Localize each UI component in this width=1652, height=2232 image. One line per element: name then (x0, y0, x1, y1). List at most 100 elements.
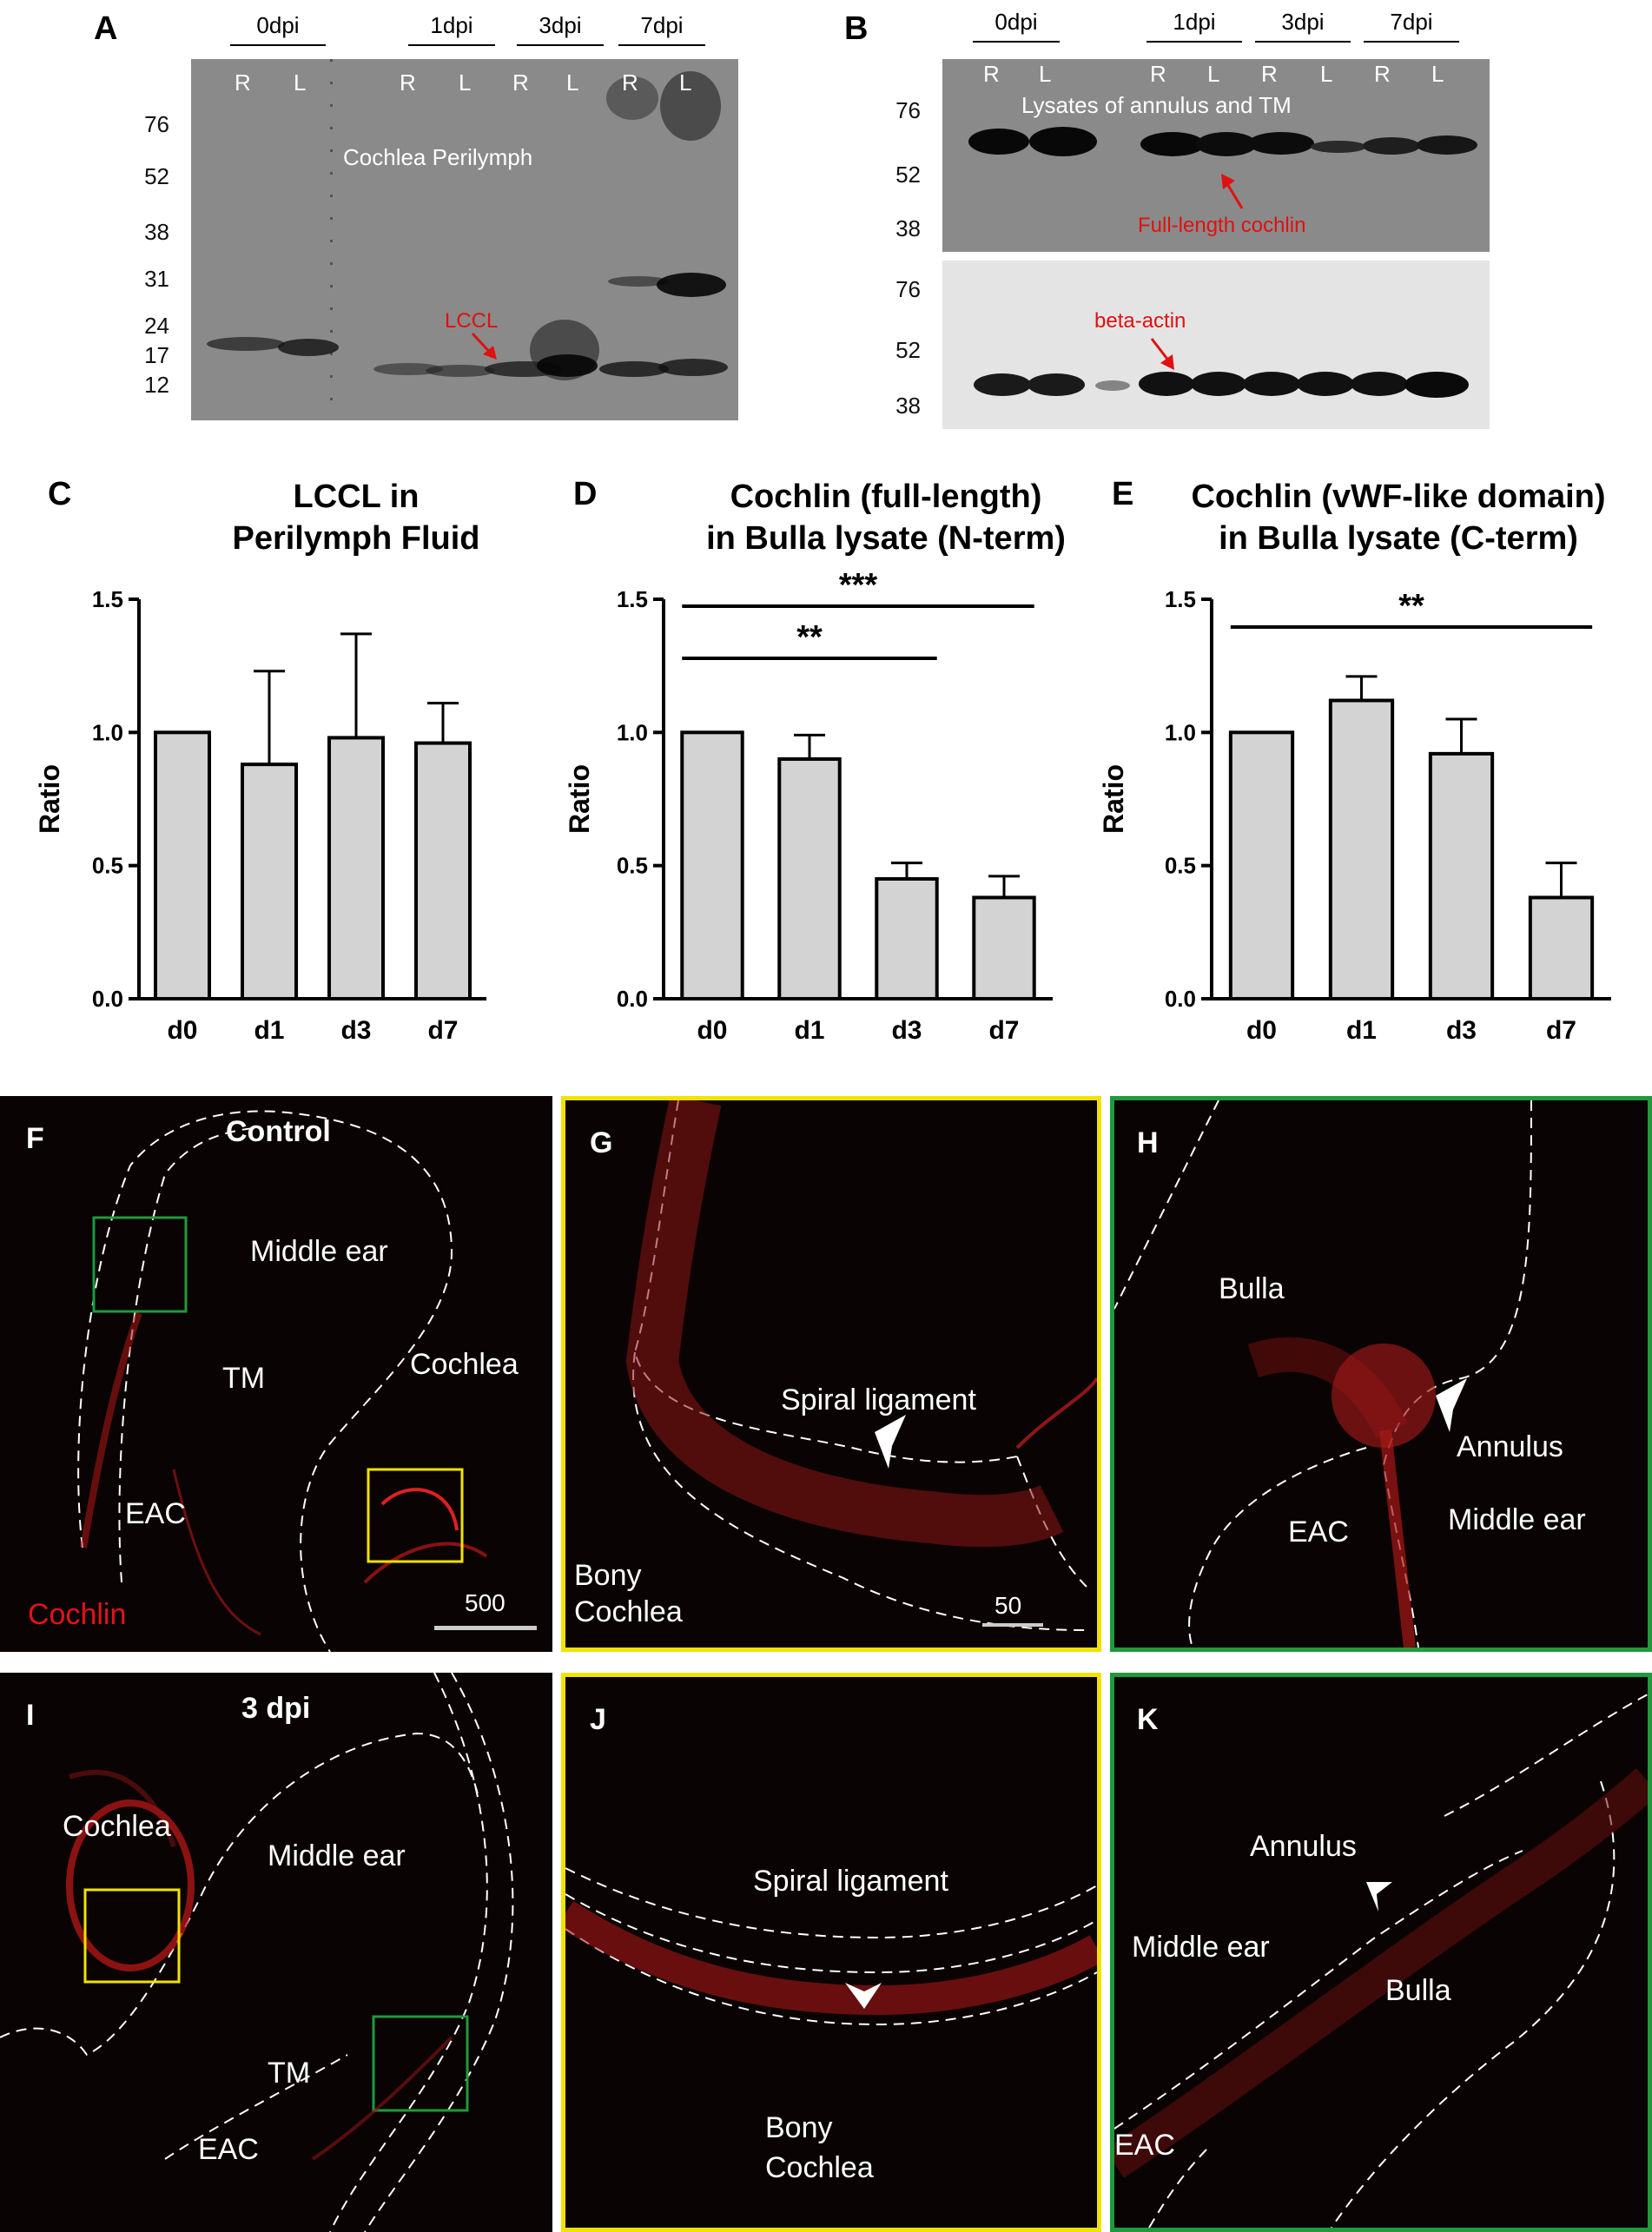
micrograph-j-label-cochlea: Cochlea (765, 2151, 874, 2184)
bar-d7 (972, 895, 1036, 1001)
blot-b-lane-r1: R (983, 61, 1000, 87)
blot-a-lane-l4: L (679, 69, 692, 96)
y-axis-label: Ratio (1099, 764, 1129, 834)
panel-label-e: E (1112, 476, 1134, 512)
chart-d-title-line1: Cochlin (full-length) (730, 479, 1042, 515)
significance-label: *** (839, 567, 878, 604)
y-tick-label: 1.0 (1165, 719, 1196, 745)
micrograph-h-label-middle-ear: Middle ear (1448, 1503, 1586, 1536)
blot-a-mw-24: 24 (144, 313, 169, 339)
chart-e-title: Cochlin (vWF-like domain) in Bulla lysat… (1151, 476, 1646, 559)
micrograph-f-scale-label: 500 (465, 1589, 506, 1616)
blot-b-actin-label: beta-actin (1094, 309, 1186, 333)
panel-label-b: B (844, 10, 869, 47)
y-axis-label: Ratio (35, 764, 65, 834)
blot-a-mw-17: 17 (144, 342, 169, 368)
panel-label-d: D (573, 476, 598, 512)
micrograph-j: J Spiral ligament Bony Cochlea (561, 1673, 1101, 2232)
micrograph-i: I 3 dpi Cochlea Middle ear TM EAC (0, 1673, 552, 2232)
blot-b-lane-r4: R (1374, 61, 1391, 87)
bar-d3 (1428, 751, 1495, 1000)
blot-a-lane-l2: L (459, 69, 472, 96)
blot-b-sample-label: Lysates of annulus and TM (1021, 92, 1292, 118)
blot-a-mw-12: 12 (144, 372, 169, 398)
blot-b-mw-bottom-52: 52 (895, 337, 921, 363)
bar-d3 (875, 877, 939, 1000)
blot-b-group-7dpi: 7dpi (1364, 9, 1459, 43)
micrograph-f-letter: F (26, 1122, 44, 1155)
y-tick-label: 0.5 (1165, 853, 1196, 879)
chart-c-title-line1: LCCL in (293, 479, 420, 515)
blot-a-lccl-label: LCCL (445, 309, 499, 333)
x-tick-label-d1: d1 (794, 1016, 824, 1045)
blot-b-cochlin-arrow (1221, 174, 1244, 209)
bar-d1 (241, 763, 298, 1000)
bar-d7 (1528, 895, 1595, 1001)
blot-a-sample-label: Cochlea Perilymph (343, 144, 533, 170)
micrograph-j-label-spiral-ligament: Spiral ligament (753, 1865, 948, 1898)
micrograph-i-letter: I (26, 1699, 35, 1732)
y-tick-label: 1.0 (92, 719, 123, 745)
chart-c-title: LCCL in Perilymph Fluid (174, 476, 539, 559)
bar-d7 (414, 741, 472, 1000)
y-tick-label: 1.5 (617, 586, 648, 612)
y-tick-label: 0.5 (617, 853, 648, 879)
blot-b-mw-top-76: 76 (895, 97, 921, 123)
micrograph-f-label-eac: EAC (125, 1497, 186, 1530)
chart-e-title-line2: in Bulla lysate (C-term) (1219, 520, 1578, 557)
x-tick-label-d7: d7 (427, 1016, 458, 1045)
micrograph-i-label-tm: TM (268, 2057, 311, 2090)
micrograph-i-label-eac: EAC (198, 2133, 259, 2166)
blot-a-mw-38: 38 (144, 219, 169, 245)
x-tick-label-d7: d7 (988, 1016, 1019, 1045)
y-tick-label: 0.0 (617, 986, 648, 1012)
bar-d0 (1228, 730, 1295, 1000)
bar-d1 (777, 757, 842, 1000)
micrograph-i-label-cochlea: Cochlea (63, 1810, 171, 1843)
blot-b-mw-top-38: 38 (895, 215, 921, 241)
y-tick-label: 1.0 (617, 719, 648, 745)
chart-c: 0.0 0.5 1.0 1.5 Ratio d0 d1 d3 d7 (35, 586, 486, 1045)
micrograph-k: K Annulus Middle ear Bulla EAC (1110, 1673, 1652, 2232)
blot-a-group-7dpi: 7dpi (618, 12, 705, 46)
micrograph-g-label-bony: Bony (574, 1559, 642, 1592)
blot-b-bottom-image (942, 261, 1490, 429)
blot-a-mw-52: 52 (144, 163, 169, 189)
blot-b-mw-bottom-76: 76 (895, 276, 921, 302)
micrograph-h: H Bulla Annulus EAC Middle ear (1110, 1096, 1652, 1652)
y-tick-label: 1.5 (92, 586, 123, 612)
x-tick-label-d3: d3 (340, 1016, 371, 1045)
micrograph-g-letter: G (590, 1126, 613, 1159)
micrograph-i-title: 3 dpi (241, 1692, 311, 1725)
micrograph-h-label-bulla: Bulla (1219, 1272, 1285, 1305)
micrograph-i-label-middle-ear: Middle ear (268, 1839, 406, 1872)
blot-a-mw-76: 76 (144, 111, 169, 137)
chart-d-title: Cochlin (full-length) in Bulla lysate (N… (660, 476, 1112, 559)
chart-e-title-line1: Cochlin (vWF-like domain) (1191, 479, 1606, 515)
blot-a-mw-31: 31 (144, 266, 169, 292)
blot-b-cochlin-label: Full-length cochlin (1138, 214, 1306, 237)
blot-b-group-1dpi: 1dpi (1146, 9, 1242, 43)
blot-a-lane-r3: R (512, 69, 529, 96)
micrograph-g-label-cochlea: Cochlea (574, 1595, 683, 1628)
bar-d1 (1328, 698, 1395, 1001)
blot-b-lane-l4: L (1431, 61, 1444, 87)
micrograph-h-letter: H (1137, 1126, 1159, 1159)
blot-a-lane-l1: L (294, 69, 307, 96)
x-tick-label-d0: d0 (1246, 1016, 1277, 1045)
blot-b-mw-top-52: 52 (895, 162, 921, 188)
blot-a-lane-l3: L (566, 69, 579, 96)
blot-b-top-image (942, 59, 1490, 252)
blot-a-lane-r4: R (622, 69, 638, 96)
x-tick-label-d0: d0 (167, 1016, 197, 1045)
blot-a-group-3dpi: 3dpi (517, 12, 604, 46)
micrograph-f-title: Control (226, 1115, 331, 1148)
y-tick-label: 1.5 (1165, 586, 1196, 612)
blot-a-lane-r1: R (235, 69, 251, 96)
blot-b-group-0dpi: 0dpi (973, 9, 1060, 43)
chart-e: 0.0 0.5 1.0 1.5 Ratio d0 d1 d3 d7 ** (1099, 586, 1611, 1045)
panel-label-a: A (94, 10, 118, 47)
chart-d-title-line2: in Bulla lysate (N-term) (706, 520, 1066, 557)
blot-a-group-1dpi: 1dpi (408, 12, 495, 46)
blot-b-lane-l3: L (1320, 61, 1333, 87)
